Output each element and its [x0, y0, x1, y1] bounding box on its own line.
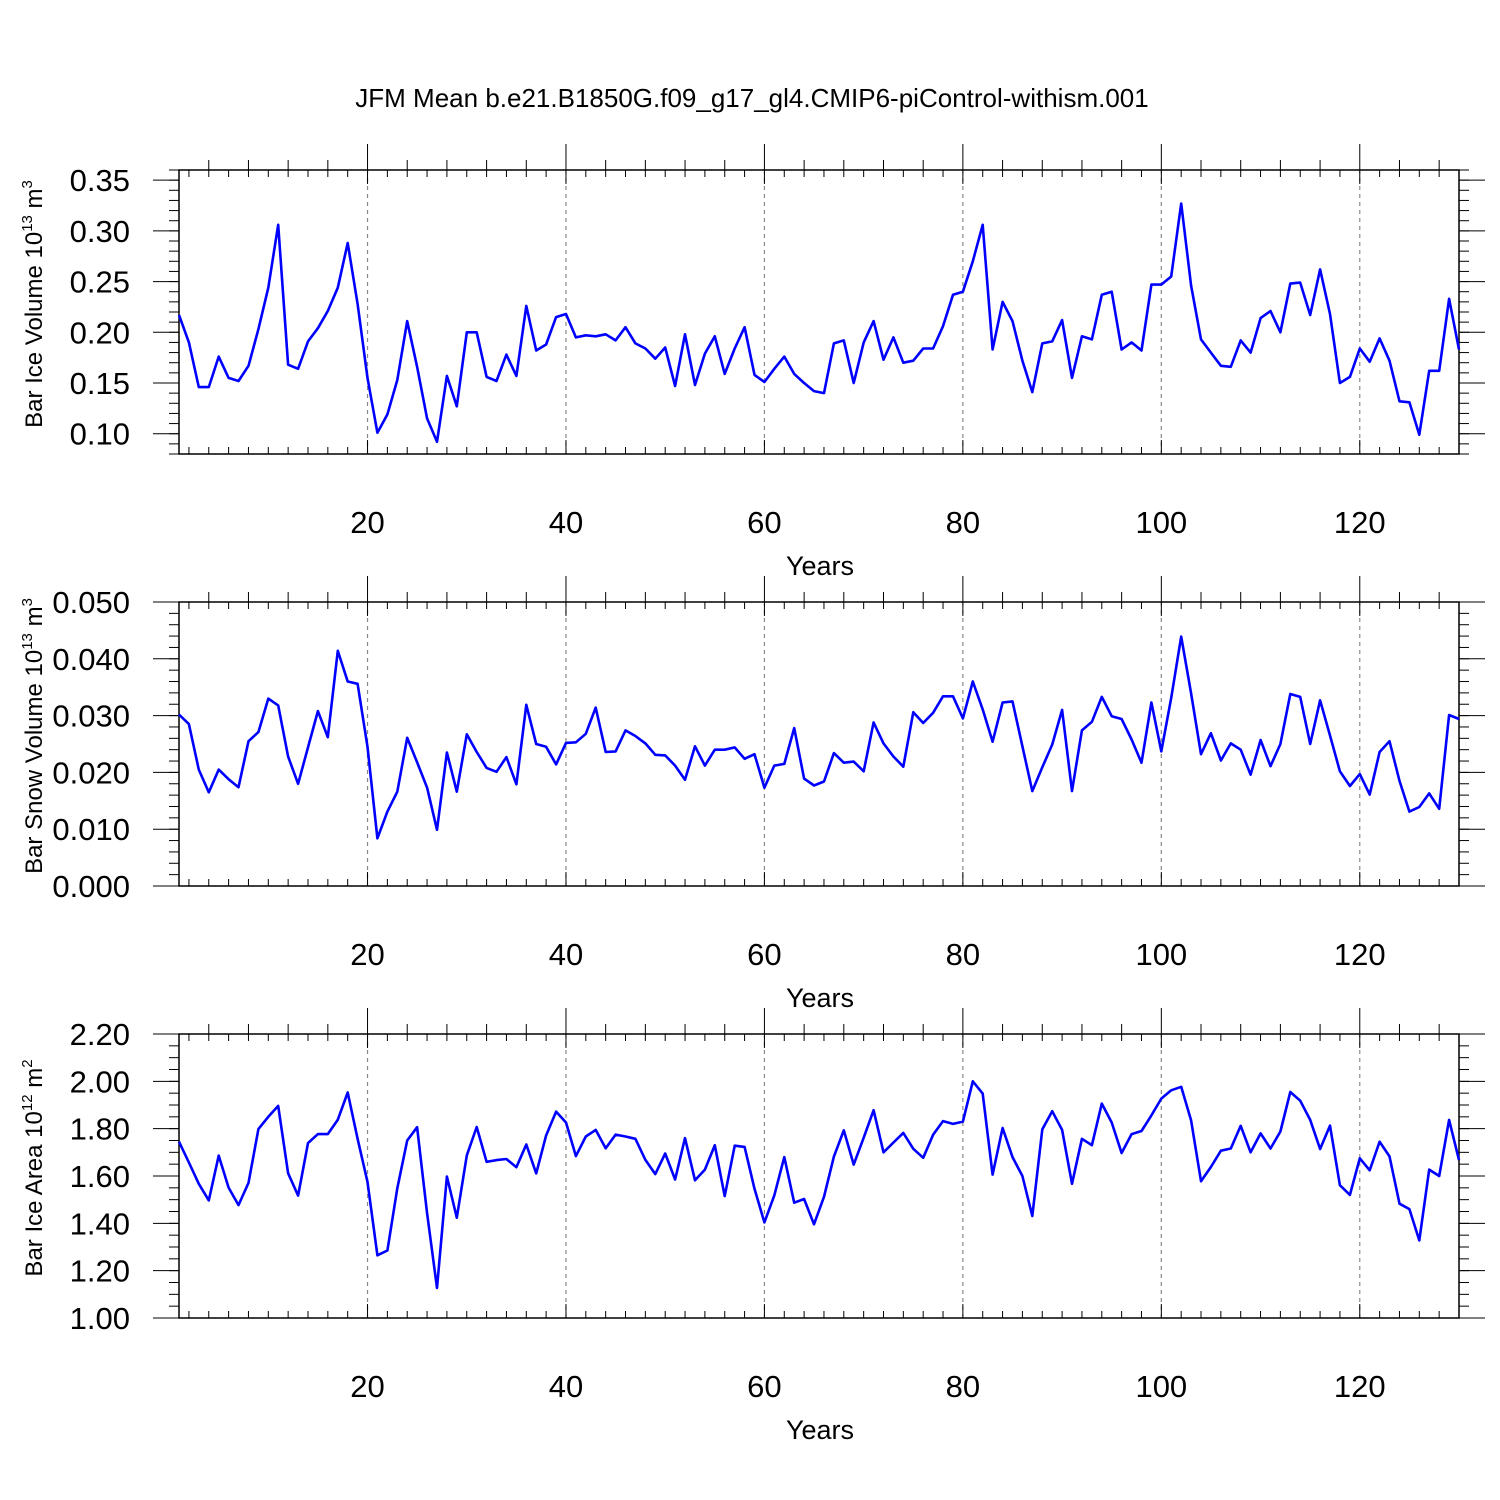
y-axis-label: Bar Ice Area 1012 m2 [19, 1059, 48, 1276]
y-tick-label: 0.35 [70, 163, 130, 198]
y-tick-label: 1.60 [70, 1159, 130, 1194]
ice-volume-panel: 0.10 0.15 0.20 0.25 0.30 0.35 20 40 60 80 100 120 Ye… [19, 144, 1485, 581]
y-tick-label: 0.010 [52, 812, 130, 847]
plot-frame [178, 601, 1460, 887]
y-tick-label: 2.00 [70, 1064, 130, 1099]
y-tick-label: 2.20 [70, 1017, 130, 1052]
y-tick-label: 1.20 [70, 1254, 130, 1289]
panels-container: 0.10 0.15 0.20 0.25 0.30 0.35 20 40 60 80 100 120 Ye… [19, 144, 1485, 1445]
x-tick-label: 20 [350, 937, 384, 972]
x-tick-label: 40 [549, 937, 583, 972]
x-tick-label: 80 [946, 1369, 980, 1404]
x-tick-label: 120 [1334, 505, 1386, 540]
y-tick-label: 0.10 [70, 417, 130, 452]
y-tick-label: 0.000 [52, 869, 130, 904]
x-tick-label: 60 [747, 1369, 781, 1404]
figure-title: JFM Mean b.e21.B1850G.f09_g17_gl4.CMIP6-… [355, 83, 1148, 113]
x-tick-label: 120 [1334, 937, 1386, 972]
x-axis-label: Years [786, 551, 854, 581]
y-tick-label: 0.020 [52, 755, 130, 790]
y-tick-label: 1.80 [70, 1112, 130, 1147]
x-tick-label: 20 [350, 1369, 384, 1404]
y-tick-label: 1.00 [70, 1301, 130, 1336]
y-tick-label: 1.40 [70, 1206, 130, 1241]
y-tick-label: 0.040 [52, 642, 130, 677]
ice-area-panel: 1.00 1.20 1.40 1.60 1.80 2.00 2.20 20 40 60 80 100 1… [19, 1008, 1485, 1445]
snow-volume-panel: 0.000 0.010 0.020 0.030 0.040 0.050 20 40 60 80 10… [19, 576, 1485, 1013]
x-tick-label: 120 [1334, 1369, 1386, 1404]
x-tick-label: 100 [1135, 1369, 1187, 1404]
y-tick-label: 0.050 [52, 585, 130, 620]
series-line [177, 1080, 1461, 1290]
y-tick-label: 0.25 [70, 265, 130, 300]
series-line [177, 202, 1461, 444]
x-tick-label: 100 [1135, 505, 1187, 540]
x-tick-label: 40 [549, 1369, 583, 1404]
plot-frame [178, 1033, 1460, 1319]
y-tick-label: 0.30 [70, 214, 130, 249]
x-tick-label: 80 [946, 937, 980, 972]
y-tick-label: 0.15 [70, 366, 130, 401]
x-tick-label: 100 [1135, 937, 1187, 972]
x-tick-label: 60 [747, 937, 781, 972]
x-tick-label: 40 [549, 505, 583, 540]
y-tick-label: 0.20 [70, 315, 130, 350]
y-tick-label: 0.030 [52, 699, 130, 734]
x-tick-label: 20 [350, 505, 384, 540]
x-tick-label: 60 [747, 505, 781, 540]
y-axis-label: Bar Snow Volume 1013 m3 [19, 598, 48, 874]
x-tick-label: 80 [946, 505, 980, 540]
y-axis-label: Bar Ice Volume 1013 m3 [19, 180, 48, 428]
series-line [178, 635, 1460, 840]
x-axis-label: Years [786, 983, 854, 1013]
x-axis-label: Years [786, 1415, 854, 1445]
